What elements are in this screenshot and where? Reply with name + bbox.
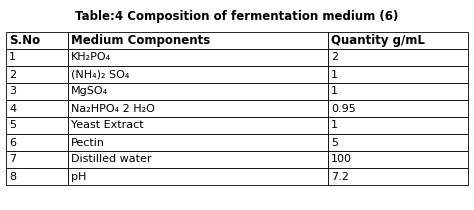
Text: 100: 100 — [331, 155, 352, 164]
Bar — [68, 134, 328, 151]
Bar — [328, 168, 468, 185]
Text: 7: 7 — [9, 155, 16, 164]
Text: 5: 5 — [331, 138, 338, 147]
Text: 7.2: 7.2 — [331, 172, 349, 181]
Bar — [6, 151, 68, 168]
Bar — [68, 117, 328, 134]
Text: MgSO₄: MgSO₄ — [71, 87, 108, 97]
Bar — [328, 134, 468, 151]
Text: 4: 4 — [9, 104, 16, 113]
Text: Na₂HPO₄ 2 H₂O: Na₂HPO₄ 2 H₂O — [71, 104, 155, 113]
Text: 0.95: 0.95 — [331, 104, 356, 113]
Bar — [6, 117, 68, 134]
Text: Yeast Extract: Yeast Extract — [71, 121, 144, 130]
Bar — [328, 32, 468, 49]
Text: Medium Components: Medium Components — [71, 34, 210, 47]
Bar — [6, 49, 68, 66]
Bar — [68, 83, 328, 100]
Text: 1: 1 — [9, 52, 16, 63]
Text: 6: 6 — [9, 138, 16, 147]
Bar — [6, 83, 68, 100]
Text: Quantity g/mL: Quantity g/mL — [331, 34, 425, 47]
Bar — [68, 66, 328, 83]
Text: 5: 5 — [9, 121, 16, 130]
Bar — [6, 168, 68, 185]
Bar — [6, 66, 68, 83]
Text: 8: 8 — [9, 172, 16, 181]
Bar — [68, 168, 328, 185]
Bar — [6, 100, 68, 117]
Bar — [328, 117, 468, 134]
Text: 1: 1 — [331, 70, 338, 80]
Text: 2: 2 — [331, 52, 338, 63]
Text: 2: 2 — [9, 70, 16, 80]
Bar — [68, 49, 328, 66]
Text: Distilled water: Distilled water — [71, 155, 152, 164]
Text: Table:4 Composition of fermentation medium (6): Table:4 Composition of fermentation medi… — [75, 10, 399, 23]
Text: (NH₄)₂ SO₄: (NH₄)₂ SO₄ — [71, 70, 129, 80]
Bar — [6, 134, 68, 151]
Bar — [328, 151, 468, 168]
Text: S.No: S.No — [9, 34, 40, 47]
Text: 1: 1 — [331, 87, 338, 97]
Bar — [328, 66, 468, 83]
Bar — [6, 32, 68, 49]
Bar — [68, 100, 328, 117]
Bar — [68, 32, 328, 49]
Text: 3: 3 — [9, 87, 16, 97]
Bar — [68, 151, 328, 168]
Text: 1: 1 — [331, 121, 338, 130]
Text: pH: pH — [71, 172, 86, 181]
Bar — [328, 49, 468, 66]
Bar — [328, 83, 468, 100]
Bar — [328, 100, 468, 117]
Text: KH₂PO₄: KH₂PO₄ — [71, 52, 111, 63]
Text: Pectin: Pectin — [71, 138, 105, 147]
